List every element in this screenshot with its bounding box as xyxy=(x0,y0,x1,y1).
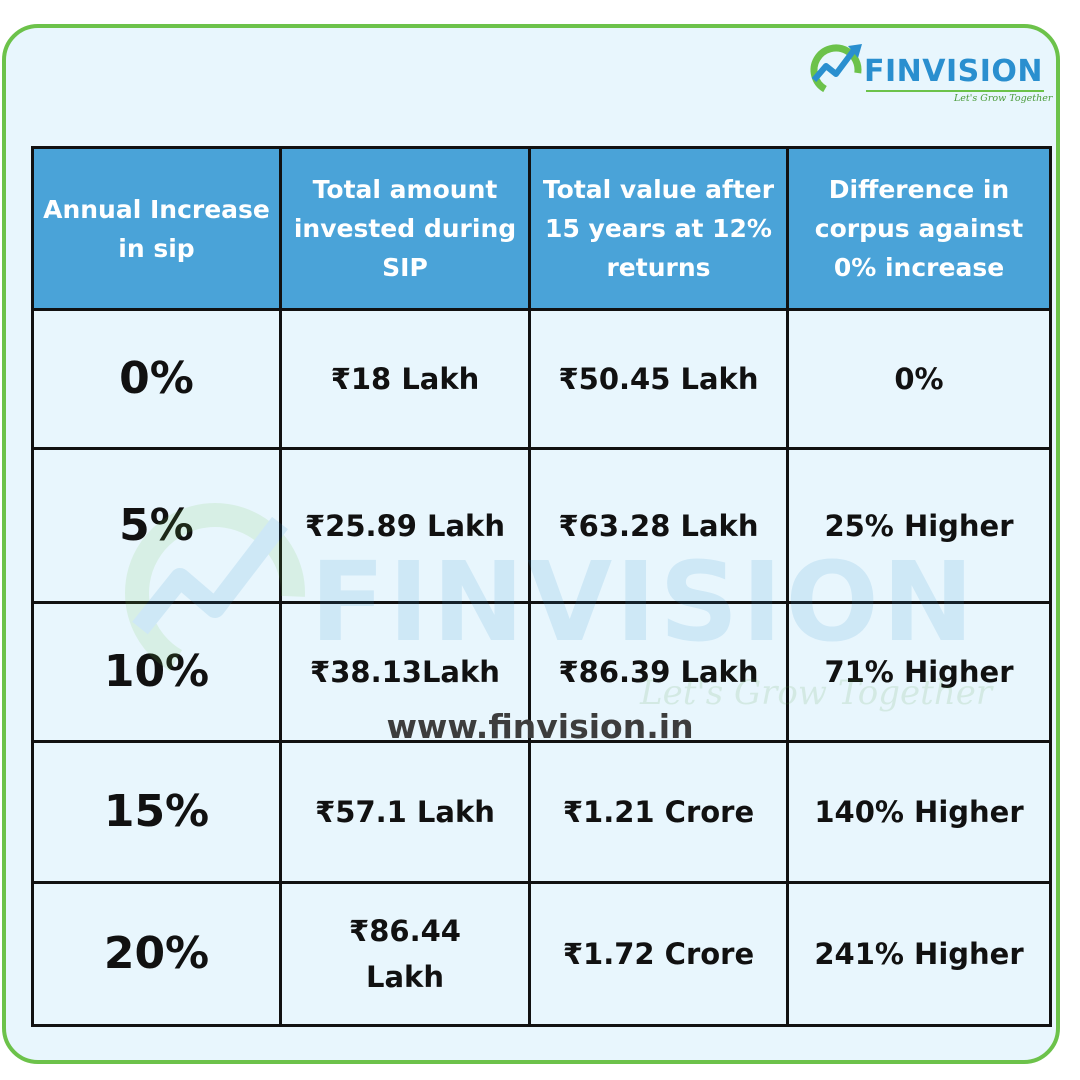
table-row: 15% ₹57.1 Lakh ₹1.21 Crore 140% Higher xyxy=(31,740,1052,884)
logo-tagline: Let's Grow Together xyxy=(954,93,1053,104)
cell-increase: 5% xyxy=(31,447,282,604)
logo-wordmark: FINVISION xyxy=(864,54,1044,89)
header-total-value: Total value after 15 years at 12% return… xyxy=(528,146,789,311)
cell-difference: 25% Higher xyxy=(786,447,1052,604)
cell-value: ₹86.39 Lakh xyxy=(528,601,789,743)
table-row: 20% ₹86.44 Lakh ₹1.72 Crore 241% Higher xyxy=(31,881,1052,1027)
cell-value: ₹1.72 Crore xyxy=(528,881,789,1027)
finvision-logo: FINVISION Let's Grow Together xyxy=(808,34,1052,110)
header-total-invested: Total amount invested during SIP xyxy=(279,146,531,311)
table-row: 0% ₹18 Lakh ₹50.45 Lakh 0% xyxy=(31,308,1052,450)
cell-value: ₹1.21 Crore xyxy=(528,740,789,884)
cell-increase: 15% xyxy=(31,740,282,884)
cell-invested: ₹57.1 Lakh xyxy=(279,740,531,884)
cell-value: ₹63.28 Lakh xyxy=(528,447,789,604)
cell-difference: 0% xyxy=(786,308,1052,450)
cell-value: ₹50.45 Lakh xyxy=(528,308,789,450)
cell-difference: 71% Higher xyxy=(786,601,1052,743)
website-url: www.finvision.in xyxy=(386,707,694,746)
sip-step-up-table: Annual Increase in sip Total amount inve… xyxy=(31,146,1052,1027)
cell-difference: 140% Higher xyxy=(786,740,1052,884)
cell-difference: 241% Higher xyxy=(786,881,1052,1027)
cell-invested: ₹38.13Lakh xyxy=(279,601,531,743)
table-row: 5% ₹25.89 Lakh ₹63.28 Lakh 25% Higher xyxy=(31,447,1052,604)
header-annual-increase: Annual Increase in sip xyxy=(31,146,282,311)
cell-invested: ₹86.44 Lakh xyxy=(279,881,531,1027)
cell-invested: ₹25.89 Lakh xyxy=(279,447,531,604)
logo-underline xyxy=(866,90,1044,92)
cell-increase: 20% xyxy=(31,881,282,1027)
cell-increase: 0% xyxy=(31,308,282,450)
table-row: 10% ₹38.13Lakh ₹86.39 Lakh 71% Higher xyxy=(31,601,1052,743)
header-difference: Difference in corpus against 0% increase xyxy=(786,146,1052,311)
table-header-row: Annual Increase in sip Total amount inve… xyxy=(31,146,1052,311)
cell-increase: 10% xyxy=(31,601,282,743)
logo-mark-icon xyxy=(810,44,862,96)
cell-invested: ₹18 Lakh xyxy=(279,308,531,450)
